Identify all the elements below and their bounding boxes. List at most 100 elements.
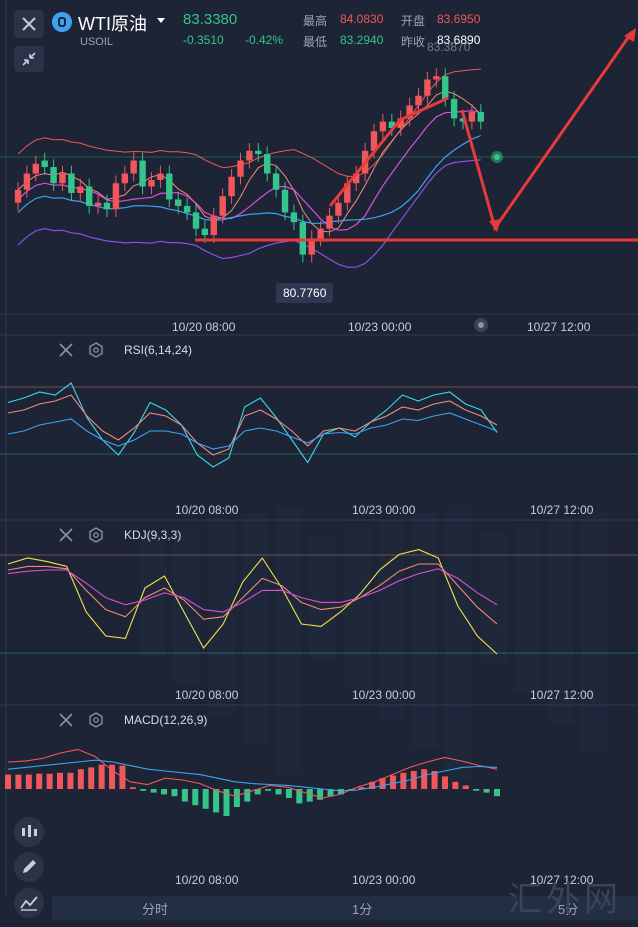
close-button[interactable] bbox=[14, 10, 44, 38]
candle-body bbox=[433, 76, 440, 80]
macd-histogram-bar bbox=[233, 789, 240, 807]
prev-close-label: 昨收 bbox=[401, 35, 426, 49]
macd-histogram-bar bbox=[57, 772, 64, 789]
candle-body bbox=[353, 173, 360, 184]
background-building bbox=[480, 534, 506, 664]
candle-body bbox=[468, 111, 476, 122]
background-building bbox=[582, 511, 608, 753]
candle-body bbox=[442, 76, 449, 99]
candle-body bbox=[148, 180, 155, 187]
crosshair-toggle-icon[interactable] bbox=[472, 316, 490, 334]
candle-body bbox=[210, 215, 217, 236]
kdj-x-tick: 10/23 00:00 bbox=[352, 688, 416, 702]
candle-body bbox=[201, 228, 209, 236]
macd-histogram-bar bbox=[254, 789, 261, 795]
macd-histogram-bar bbox=[379, 778, 386, 789]
candle-body bbox=[94, 202, 102, 206]
candle-body bbox=[192, 212, 200, 229]
candle-body bbox=[112, 183, 120, 210]
open-label: 开盘 bbox=[401, 14, 426, 28]
close-indicator-icon[interactable] bbox=[58, 527, 74, 543]
kdj-x-tick: 10/27 12:00 bbox=[530, 688, 594, 702]
timeframe-tab[interactable]: 分时 bbox=[142, 902, 169, 917]
macd-histogram-bar bbox=[98, 764, 105, 789]
rsi-x-tick: 10/20 08:00 bbox=[175, 503, 239, 517]
macd-histogram-bar bbox=[285, 789, 292, 798]
macd-histogram-bar bbox=[327, 789, 334, 797]
candle-body bbox=[299, 222, 306, 255]
background-building bbox=[548, 519, 574, 724]
indicator-tool-button[interactable] bbox=[14, 888, 44, 918]
open-value: 83.6950 bbox=[437, 12, 481, 26]
macd-histogram-bar bbox=[223, 789, 230, 816]
macd-histogram-bar bbox=[389, 775, 396, 789]
close-indicator-icon[interactable] bbox=[58, 712, 74, 728]
symbol-name[interactable]: WTI原油 bbox=[78, 14, 147, 34]
candle-body bbox=[326, 215, 333, 229]
candle-body bbox=[415, 95, 422, 106]
collapse-button[interactable] bbox=[14, 46, 44, 72]
candle-body bbox=[379, 121, 387, 132]
candle-body bbox=[237, 160, 244, 177]
kdj-title: KDJ(9,3,3) bbox=[124, 528, 182, 542]
macd-histogram-bar bbox=[25, 774, 32, 789]
lower-band-line bbox=[17, 159, 481, 268]
draw-tool-button[interactable] bbox=[14, 852, 44, 882]
settings-hexagon-icon[interactable] bbox=[88, 712, 104, 728]
candle-body bbox=[344, 183, 351, 203]
macd-histogram-bar bbox=[171, 789, 178, 797]
background-building bbox=[174, 528, 200, 686]
background-building bbox=[276, 506, 302, 775]
macd-histogram-bar bbox=[317, 789, 324, 800]
line-chart-icon bbox=[20, 896, 38, 911]
last-price: 83.3380 bbox=[183, 11, 238, 28]
macd-histogram-bar bbox=[452, 781, 459, 789]
macd-histogram-bar bbox=[77, 769, 84, 789]
candle-body bbox=[23, 173, 31, 190]
rsi-series-line bbox=[7, 394, 498, 456]
macd-series-line bbox=[7, 748, 498, 799]
candle-body bbox=[41, 160, 48, 168]
macd-histogram-bar bbox=[441, 776, 448, 789]
macd-histogram-bar bbox=[337, 789, 344, 795]
rsi-x-tick: 10/27 12:00 bbox=[530, 503, 594, 517]
settings-hexagon-icon[interactable] bbox=[88, 342, 104, 358]
timeframe-tab[interactable]: 1分 bbox=[352, 902, 373, 917]
chevron-down-icon[interactable] bbox=[156, 17, 166, 25]
macd-histogram-bar bbox=[483, 789, 490, 793]
pencil-icon bbox=[23, 860, 36, 873]
macd-histogram-bar bbox=[46, 773, 53, 789]
background-building bbox=[514, 526, 540, 694]
rsi-series-line bbox=[7, 382, 498, 468]
candle-body bbox=[130, 160, 137, 174]
macd-histogram-bar bbox=[213, 789, 220, 813]
candle-body bbox=[166, 173, 173, 200]
high-marker-label: 83.3870 bbox=[427, 40, 471, 54]
main-x-tick: 10/23 00:00 bbox=[348, 320, 412, 334]
low-value: 83.2940 bbox=[340, 33, 384, 47]
chart-type-button[interactable] bbox=[14, 817, 44, 847]
macd-histogram-bar bbox=[296, 789, 303, 804]
macd-histogram-bar bbox=[36, 773, 43, 789]
candle-body bbox=[50, 167, 57, 184]
close-indicator-icon[interactable] bbox=[58, 342, 74, 358]
macd-histogram-bar bbox=[181, 789, 188, 802]
instrument-logo-icon bbox=[52, 12, 72, 32]
candle-body bbox=[175, 199, 182, 206]
background-building bbox=[242, 513, 268, 745]
close-icon bbox=[22, 17, 36, 31]
annotation-up-arrow bbox=[328, 96, 449, 207]
settings-hexagon-icon[interactable] bbox=[88, 527, 104, 543]
timeframe-tab[interactable]: 5分 bbox=[558, 902, 579, 917]
high-label: 最高 bbox=[303, 14, 328, 28]
candle-body bbox=[370, 131, 378, 151]
macd-histogram-bar bbox=[369, 781, 376, 789]
candle-body bbox=[281, 189, 289, 213]
macd-histogram-bar bbox=[15, 774, 22, 789]
main-x-tick: 10/20 08:00 bbox=[172, 320, 236, 334]
main-x-tick: 10/27 12:00 bbox=[527, 320, 591, 334]
last-price-dot bbox=[494, 154, 500, 160]
candle-body bbox=[14, 189, 22, 203]
symbol-code: USOIL bbox=[80, 36, 114, 48]
